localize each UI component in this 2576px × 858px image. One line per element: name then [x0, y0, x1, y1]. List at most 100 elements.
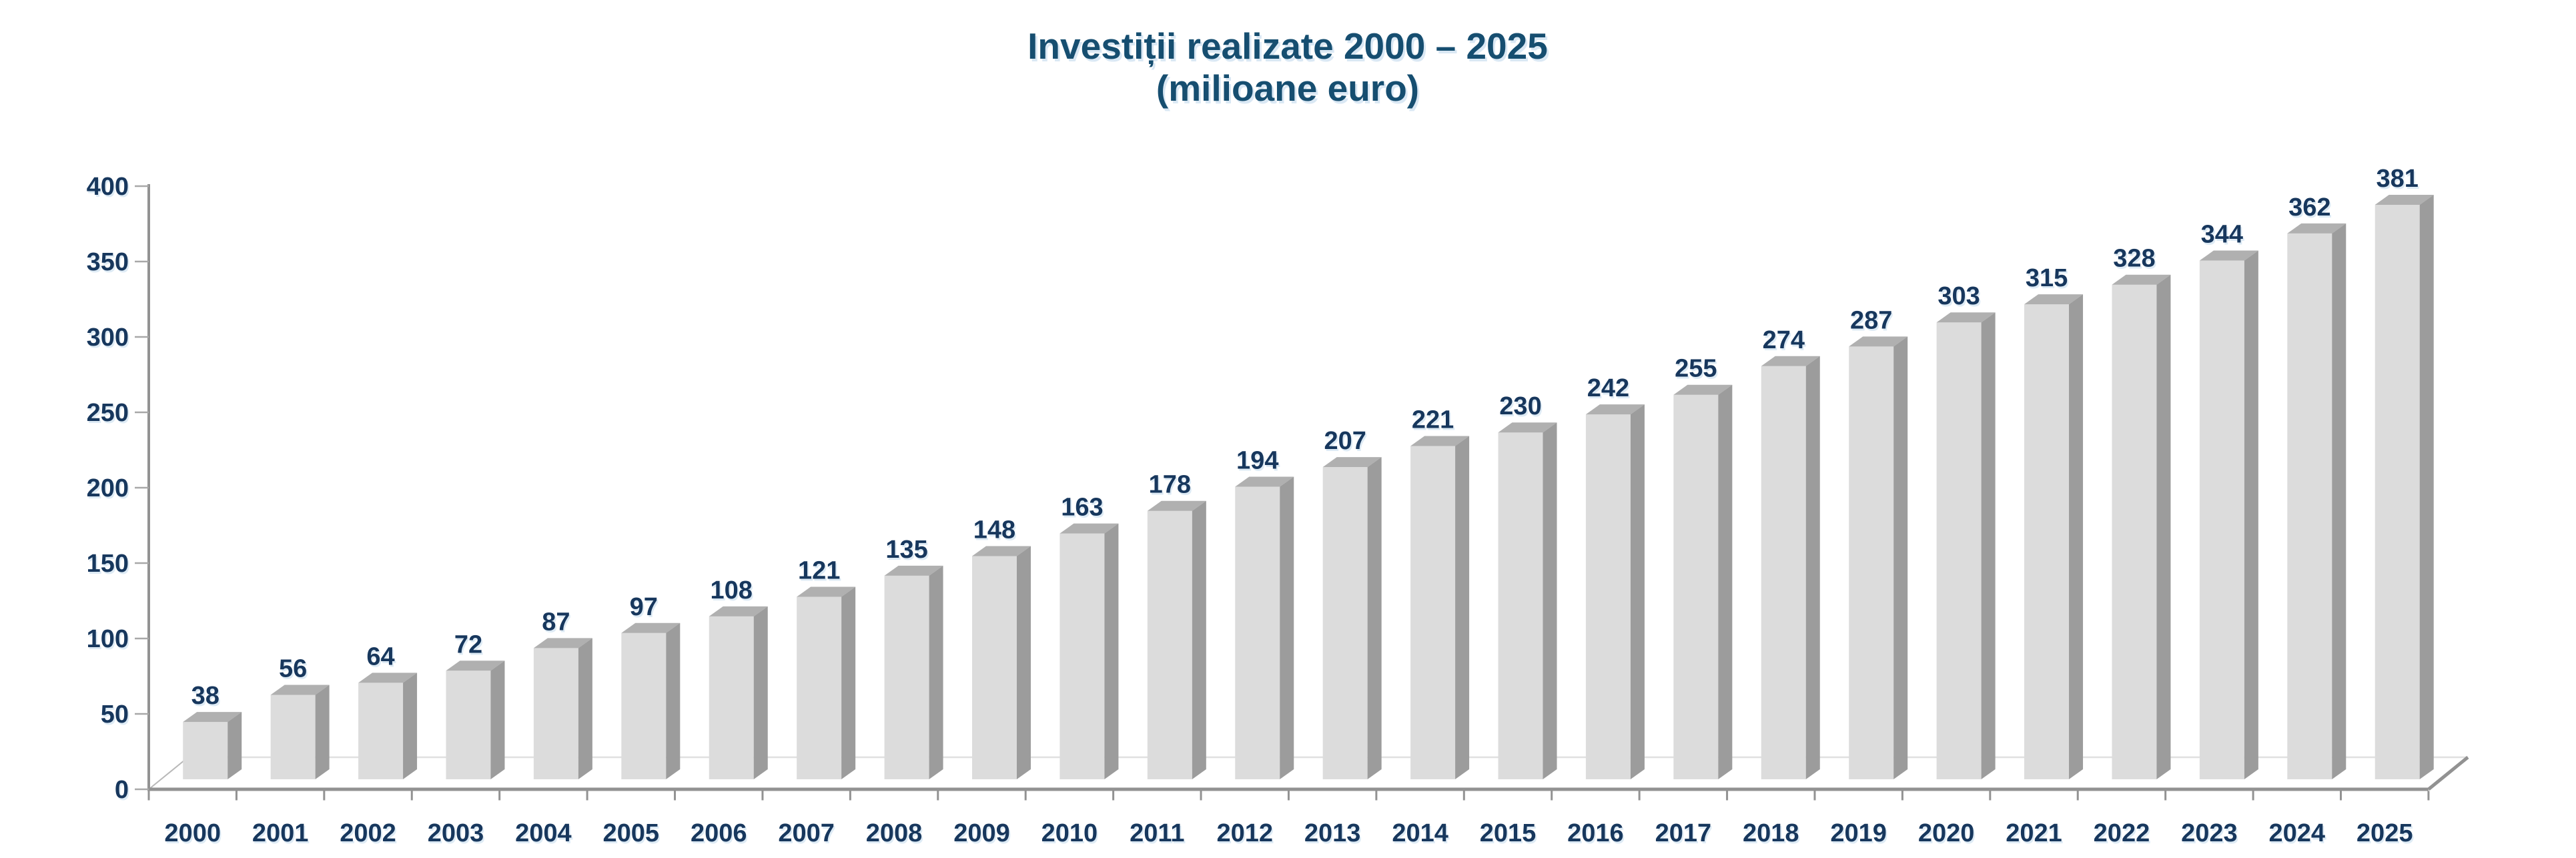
- x-axis-category-label: 2000: [164, 819, 221, 847]
- bar-2013: [1322, 457, 1382, 779]
- bar-2015: [1498, 422, 1557, 779]
- bar-2024: [2287, 223, 2346, 779]
- y-axis-tick-label: 50: [101, 701, 129, 729]
- bar-side-face: [403, 673, 418, 779]
- bar-top-face: [2199, 250, 2258, 261]
- bar-side-face: [2069, 294, 2084, 780]
- chart-title-line1: Investiții realizate 2000 – 2025: [1027, 25, 1548, 67]
- bar-2016: [1585, 404, 1645, 779]
- bar-front-face: [2375, 204, 2420, 779]
- bar-value-label: 72: [454, 630, 482, 659]
- bar-2009: [971, 546, 1031, 779]
- bar-front-face: [1936, 322, 1982, 780]
- bar-value-label: 64: [366, 642, 394, 671]
- y-axis-tick-label: 0: [115, 776, 129, 804]
- bar-top-face: [621, 622, 681, 633]
- bar-top-face: [533, 638, 592, 649]
- bar-2010: [1059, 523, 1119, 779]
- bar-value-label: 315: [2026, 264, 2068, 292]
- bar-value-label: 328: [2113, 245, 2155, 273]
- bar-front-face: [884, 575, 929, 779]
- bar-value-label: 274: [1763, 326, 1805, 354]
- bar-front-face: [1322, 467, 1368, 779]
- bar-front-face: [971, 556, 1017, 779]
- bar-value-label: 121: [798, 557, 840, 585]
- x-axis-category-label: 2013: [1304, 819, 1361, 847]
- bar-front-face: [797, 596, 842, 779]
- x-axis-category-label: 2020: [1918, 819, 1975, 847]
- x-axis-category-label: 2006: [691, 819, 747, 847]
- y-axis-tick-label: 400: [87, 173, 129, 201]
- bar-value-label: 194: [1236, 447, 1278, 475]
- bar-top-face: [358, 673, 418, 683]
- y-axis-tick-label: 350: [87, 248, 129, 276]
- floor-left-edge: [148, 757, 189, 790]
- x-axis-category-label: 2014: [1392, 819, 1448, 847]
- bar-2019: [1849, 336, 1908, 779]
- bar-side-face: [578, 638, 592, 779]
- bar-top-face: [1498, 422, 1557, 433]
- x-axis-category-label: 2007: [778, 819, 835, 847]
- bar-2018: [1761, 356, 1820, 779]
- bar-side-face: [1543, 422, 1557, 779]
- bar-top-face: [1673, 384, 1733, 395]
- bar-front-face: [446, 671, 491, 779]
- bar-value-label: 381: [2377, 165, 2419, 193]
- bar-value-label: 221: [1412, 406, 1454, 434]
- x-axis-category-label: 2005: [603, 819, 660, 847]
- x-axis-category-label: 2017: [1655, 819, 1712, 847]
- bar-side-face: [1192, 500, 1206, 779]
- bar-top-face: [1936, 312, 1996, 323]
- bar-value-label: 362: [2288, 193, 2330, 222]
- bar-value-label: 207: [1324, 427, 1366, 455]
- bar-value-label: 303: [1938, 282, 1980, 310]
- chart-axes: [135, 184, 2469, 801]
- bar-value-label: 287: [1850, 306, 1892, 334]
- bar-value-label: 344: [2201, 221, 2243, 249]
- x-axis-category-label: 2009: [953, 819, 1010, 847]
- x-axis-category-label: 2019: [1830, 819, 1887, 847]
- bar-top-face: [183, 712, 242, 723]
- bar-value-label: 148: [973, 516, 1015, 544]
- bar-side-face: [2156, 274, 2171, 780]
- bar-2000: [183, 712, 242, 779]
- bar-2012: [1235, 476, 1294, 779]
- bar-top-face: [1849, 336, 1908, 347]
- bar-top-face: [1059, 523, 1119, 534]
- bar-value-label: 108: [711, 576, 753, 604]
- bar-front-face: [1410, 446, 1456, 779]
- bar-front-face: [183, 722, 228, 779]
- bar-2003: [446, 661, 505, 779]
- bar-value-label: 255: [1675, 355, 1717, 383]
- bar-2014: [1410, 436, 1470, 779]
- x-axis-category-label: 2012: [1216, 819, 1273, 847]
- bar-value-label: 178: [1149, 471, 1191, 499]
- bar-side-face: [1805, 356, 1820, 779]
- x-axis-category-label: 2025: [2356, 819, 2413, 847]
- bar-side-face: [1630, 404, 1645, 779]
- bar-2008: [884, 565, 943, 779]
- bar-value-label: 38: [191, 682, 220, 710]
- bar-side-face: [490, 661, 505, 779]
- x-axis-category-label: 2004: [515, 819, 572, 847]
- x-axis-category-label: 2003: [428, 819, 484, 847]
- bar-2001: [270, 685, 330, 779]
- bar-side-face: [228, 712, 242, 779]
- bar-front-face: [2199, 260, 2244, 779]
- floor-right-edge: [2427, 756, 2469, 791]
- bar-top-face: [884, 565, 943, 576]
- x-axis-category-label: 2018: [1743, 819, 1799, 847]
- bar-side-face: [666, 622, 681, 779]
- chart-bars: [183, 194, 2434, 780]
- bar-front-face: [1059, 533, 1105, 779]
- bar-side-face: [1455, 436, 1470, 779]
- bar-top-face: [1410, 436, 1470, 446]
- bar-top-face: [709, 606, 768, 616]
- bar-side-face: [1016, 546, 1031, 779]
- bar-front-face: [358, 683, 404, 779]
- bar-top-face: [446, 661, 505, 671]
- bar-side-face: [1718, 384, 1733, 779]
- bar-side-face: [2244, 250, 2258, 779]
- bar-front-face: [2287, 233, 2332, 779]
